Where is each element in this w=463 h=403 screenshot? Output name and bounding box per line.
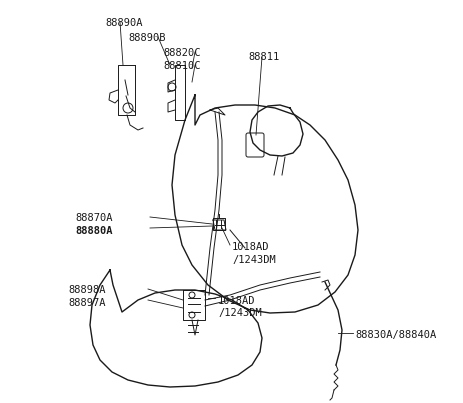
Text: 88890B: 88890B	[128, 33, 165, 43]
Text: 88870A: 88870A	[75, 213, 113, 223]
Text: 1018AD: 1018AD	[218, 296, 256, 306]
Text: 88890A: 88890A	[105, 18, 143, 28]
Text: 88810C: 88810C	[163, 61, 200, 71]
Text: 88820C: 88820C	[163, 48, 200, 58]
FancyBboxPatch shape	[246, 133, 264, 157]
Text: 88880A: 88880A	[75, 226, 113, 236]
Text: 88897A: 88897A	[68, 298, 106, 308]
Text: 88830A/88840A: 88830A/88840A	[355, 330, 436, 340]
Text: 88898A: 88898A	[68, 285, 106, 295]
Text: 88811: 88811	[248, 52, 279, 62]
Text: 1018AD: 1018AD	[232, 242, 269, 252]
Text: /1243DM: /1243DM	[232, 255, 276, 265]
Text: /1243DM: /1243DM	[218, 308, 262, 318]
